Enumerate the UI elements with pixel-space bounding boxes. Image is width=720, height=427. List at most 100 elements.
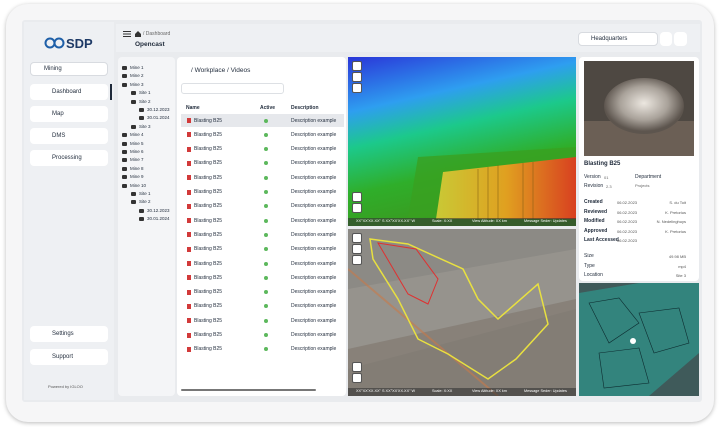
map-message: Message Seder: Updates: [524, 388, 567, 393]
nav-label: DMS: [52, 133, 66, 139]
file-description: Description example: [291, 174, 337, 181]
tree-item: Mine 4: [130, 132, 144, 138]
file-description: Description example: [291, 217, 337, 224]
zoom-button[interactable]: [352, 362, 362, 372]
field-person: K. Pretorius: [665, 209, 686, 215]
file-name: Blasting B25: [194, 189, 223, 195]
nav-item[interactable]: [30, 128, 108, 144]
field-value: Site 3: [675, 273, 686, 278]
map-coords: XX°XX'XX.XX" S XX°XX'XX.XX" W: [356, 218, 416, 223]
folder-icon: [122, 175, 127, 180]
file-description: Description example: [291, 146, 337, 153]
file-description: Description example: [291, 274, 337, 281]
folder-icon: [122, 74, 127, 79]
location: Headquarters: [591, 36, 628, 42]
file-icon: [187, 218, 191, 224]
search-box[interactable]: [181, 83, 284, 94]
site-map: [579, 283, 699, 396]
file-description: Description example: [291, 160, 337, 167]
file-name: Blasting B25: [194, 117, 223, 124]
active-dot: [264, 118, 268, 123]
field-value: 2.3: [606, 184, 612, 189]
field-label: Revision: [584, 183, 604, 189]
active-dot: [264, 175, 268, 180]
map-tool[interactable]: [352, 255, 362, 265]
active-dot: [264, 218, 268, 223]
user-menu[interactable]: [674, 32, 687, 46]
tree-item: Site 2: [139, 98, 151, 104]
field-value: Projects: [635, 183, 650, 188]
file-description: Description example: [291, 346, 337, 353]
workspace: Mining: [44, 66, 62, 72]
logo-icon: [44, 37, 65, 49]
file-name: Blasting B25: [194, 260, 223, 267]
support-button[interactable]: [30, 349, 108, 365]
field-date: 06.02.2023: [617, 228, 638, 234]
folder-icon: [122, 166, 127, 171]
map-tool[interactable]: [352, 61, 362, 71]
scrollbar: [181, 389, 316, 391]
map-tool[interactable]: [352, 72, 362, 82]
breadcrumb: / Dashboard: [143, 31, 171, 37]
field-date: 06.02.2023: [617, 200, 638, 205]
field-label: Version: [584, 174, 601, 180]
folder-icon: [131, 192, 136, 196]
support: Support: [52, 354, 74, 360]
map-altitude: View Altitude: XX km: [472, 388, 507, 393]
map-scale: Scale: X:XX: [432, 218, 453, 223]
nav-item[interactable]: [30, 106, 108, 122]
column-header: Active: [260, 105, 276, 111]
field-label: Approved: [584, 227, 608, 234]
active-dot: [264, 333, 268, 337]
satellite-map: [348, 229, 576, 396]
file-icon: [187, 232, 191, 238]
field-value: mp4: [678, 263, 686, 269]
tree-item: Mine 3: [130, 81, 144, 87]
field-label: Department: [635, 174, 662, 180]
tree-item: Mine 5: [130, 140, 144, 146]
tree-item: 30.12.2023: [147, 107, 170, 112]
active-dot: [264, 247, 268, 252]
tree-item: 30.01.2024: [147, 216, 170, 222]
file-description: Description example: [291, 317, 337, 324]
file-description: Description example: [291, 231, 337, 238]
field-label: Type: [584, 262, 595, 269]
file-icon: [187, 118, 191, 123]
file-description: Description example: [291, 117, 337, 124]
file-name: Blasting B25: [194, 131, 223, 138]
map-tool[interactable]: [352, 233, 362, 243]
nav-item[interactable]: [30, 84, 108, 100]
tree-item: Mine 7: [130, 157, 144, 163]
file-description: Description example: [291, 203, 337, 210]
nav-item[interactable]: [30, 150, 108, 166]
map-tool[interactable]: [352, 244, 362, 254]
field-value: 49.98 MB: [668, 254, 686, 259]
active-dot: [264, 275, 268, 280]
field-label: Last Accessed: [584, 237, 619, 244]
workspace-select[interactable]: [30, 62, 108, 76]
field-person: S. du Toit: [669, 200, 686, 205]
powered-by: Powered by IGLOO: [48, 384, 83, 389]
folder-icon: [122, 183, 127, 188]
tree-item: Site 3: [139, 123, 151, 129]
file-name: Blasting B25: [194, 274, 223, 281]
map-tool[interactable]: [352, 83, 362, 93]
column-header: Name: [186, 105, 200, 111]
tree-item: Mine 2: [130, 73, 144, 79]
file-icon: [187, 332, 191, 338]
settings-button[interactable]: [30, 326, 108, 342]
location-select[interactable]: [578, 32, 658, 46]
menu-icon[interactable]: [123, 31, 131, 37]
home-icon[interactable]: [135, 31, 141, 37]
file-icon: [187, 160, 191, 166]
notifications[interactable]: [660, 32, 672, 46]
zoom-button[interactable]: [352, 373, 362, 383]
files-panel: [177, 57, 346, 396]
file-description: Description example: [291, 246, 337, 253]
zoom-button[interactable]: [352, 192, 362, 202]
folder-icon: [139, 208, 144, 213]
active-dot: [264, 161, 268, 166]
active-dot: [264, 290, 268, 295]
zoom-button[interactable]: [352, 203, 362, 213]
